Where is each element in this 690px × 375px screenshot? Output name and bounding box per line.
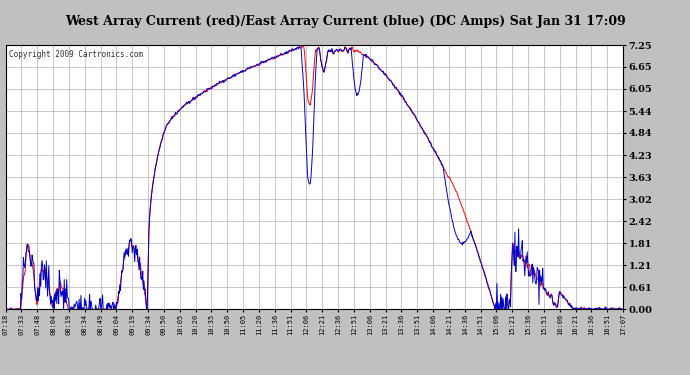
Text: West Array Current (red)/East Array Current (blue) (DC Amps) Sat Jan 31 17:09: West Array Current (red)/East Array Curr… [65,15,625,28]
Text: Copyright 2009 Cartronics.com: Copyright 2009 Cartronics.com [8,50,143,59]
